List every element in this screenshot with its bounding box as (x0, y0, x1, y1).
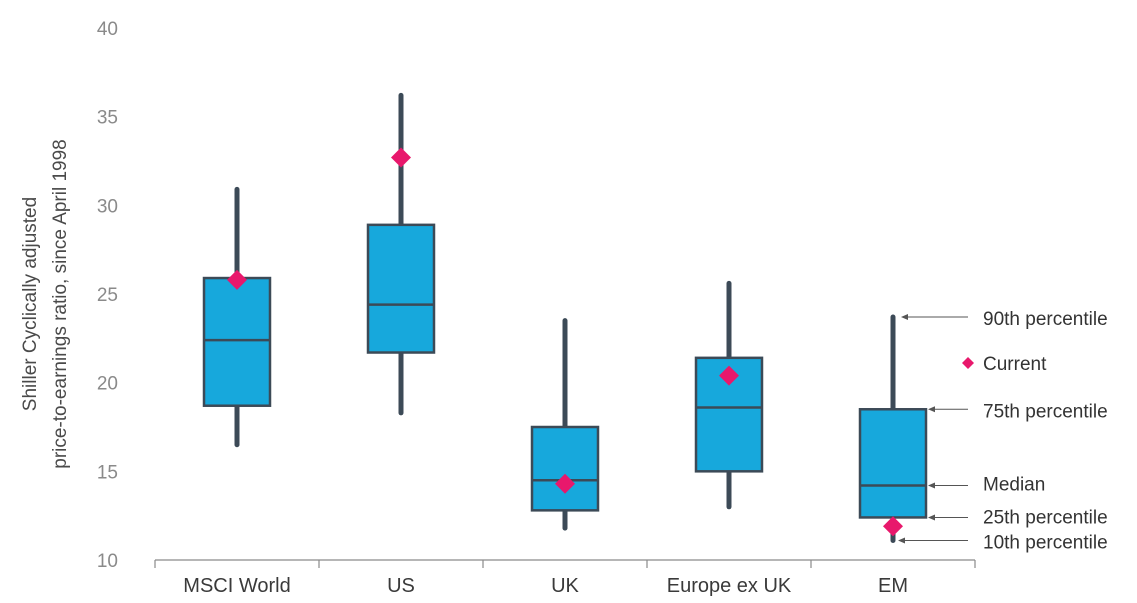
current-marker (719, 365, 739, 386)
interquartile-box (858, 408, 928, 519)
legend-label-p75: 75th percentile (983, 401, 1108, 422)
y-tick-label: 25 (97, 285, 118, 306)
interquartile-box (530, 425, 600, 512)
y-tick-label: 10 (97, 551, 118, 572)
y-tick-label: 20 (97, 374, 118, 395)
x-category-label: UK (551, 575, 579, 597)
legend-label-current: Current (983, 354, 1047, 375)
interquartile-box (694, 356, 764, 473)
y-axis-title: Shiller Cyclically adjusted price-to-ear… (20, 139, 71, 469)
legend-arrowhead (898, 537, 905, 544)
y-tick-label: 40 (97, 19, 118, 40)
box-uk (530, 318, 600, 531)
legend-arrowhead (901, 314, 908, 321)
box-msci-world (202, 186, 272, 448)
current-marker (227, 269, 247, 290)
y-tick-label: 30 (97, 196, 118, 217)
legend-label-p25: 25th percentile (983, 507, 1108, 528)
box-series (202, 92, 928, 543)
interquartile-box (366, 223, 436, 354)
legend-label-p90: 90th percentile (983, 309, 1108, 330)
y-tick-label: 35 (97, 108, 118, 129)
legend-label-p10: 10th percentile (983, 532, 1108, 553)
interquartile-box (202, 276, 272, 407)
x-category-label: US (387, 575, 415, 597)
box-em (858, 314, 928, 543)
x-category-label: Europe ex UK (667, 575, 792, 597)
legend-arrowhead (928, 406, 935, 413)
y-axis-ticks: 10 15 20 25 30 35 40 (97, 19, 118, 572)
legend-arrowhead (928, 482, 935, 489)
box-us (366, 92, 436, 416)
y-axis-title-line-1: Shiller Cyclically adjusted (20, 197, 41, 411)
legend-current-marker (962, 357, 974, 369)
current-marker (391, 147, 411, 168)
y-tick-label: 15 (97, 462, 118, 483)
percentile-legend: 90th percentile 75th percentile Median 25th… (898, 309, 1108, 553)
legend-label-median: Median (983, 475, 1045, 496)
legend-arrowhead (928, 514, 935, 521)
current-marker (555, 473, 575, 494)
box-europe-ex-uk (694, 280, 764, 510)
x-category-label: MSCI World (183, 575, 290, 597)
current-marker (883, 516, 903, 537)
y-axis-title-line-2: price-to-earnings ratio, since April 199… (50, 139, 71, 469)
x-category-label: EM (878, 575, 908, 597)
x-axis: MSCI World US UK Europe ex UK EM (154, 559, 976, 597)
